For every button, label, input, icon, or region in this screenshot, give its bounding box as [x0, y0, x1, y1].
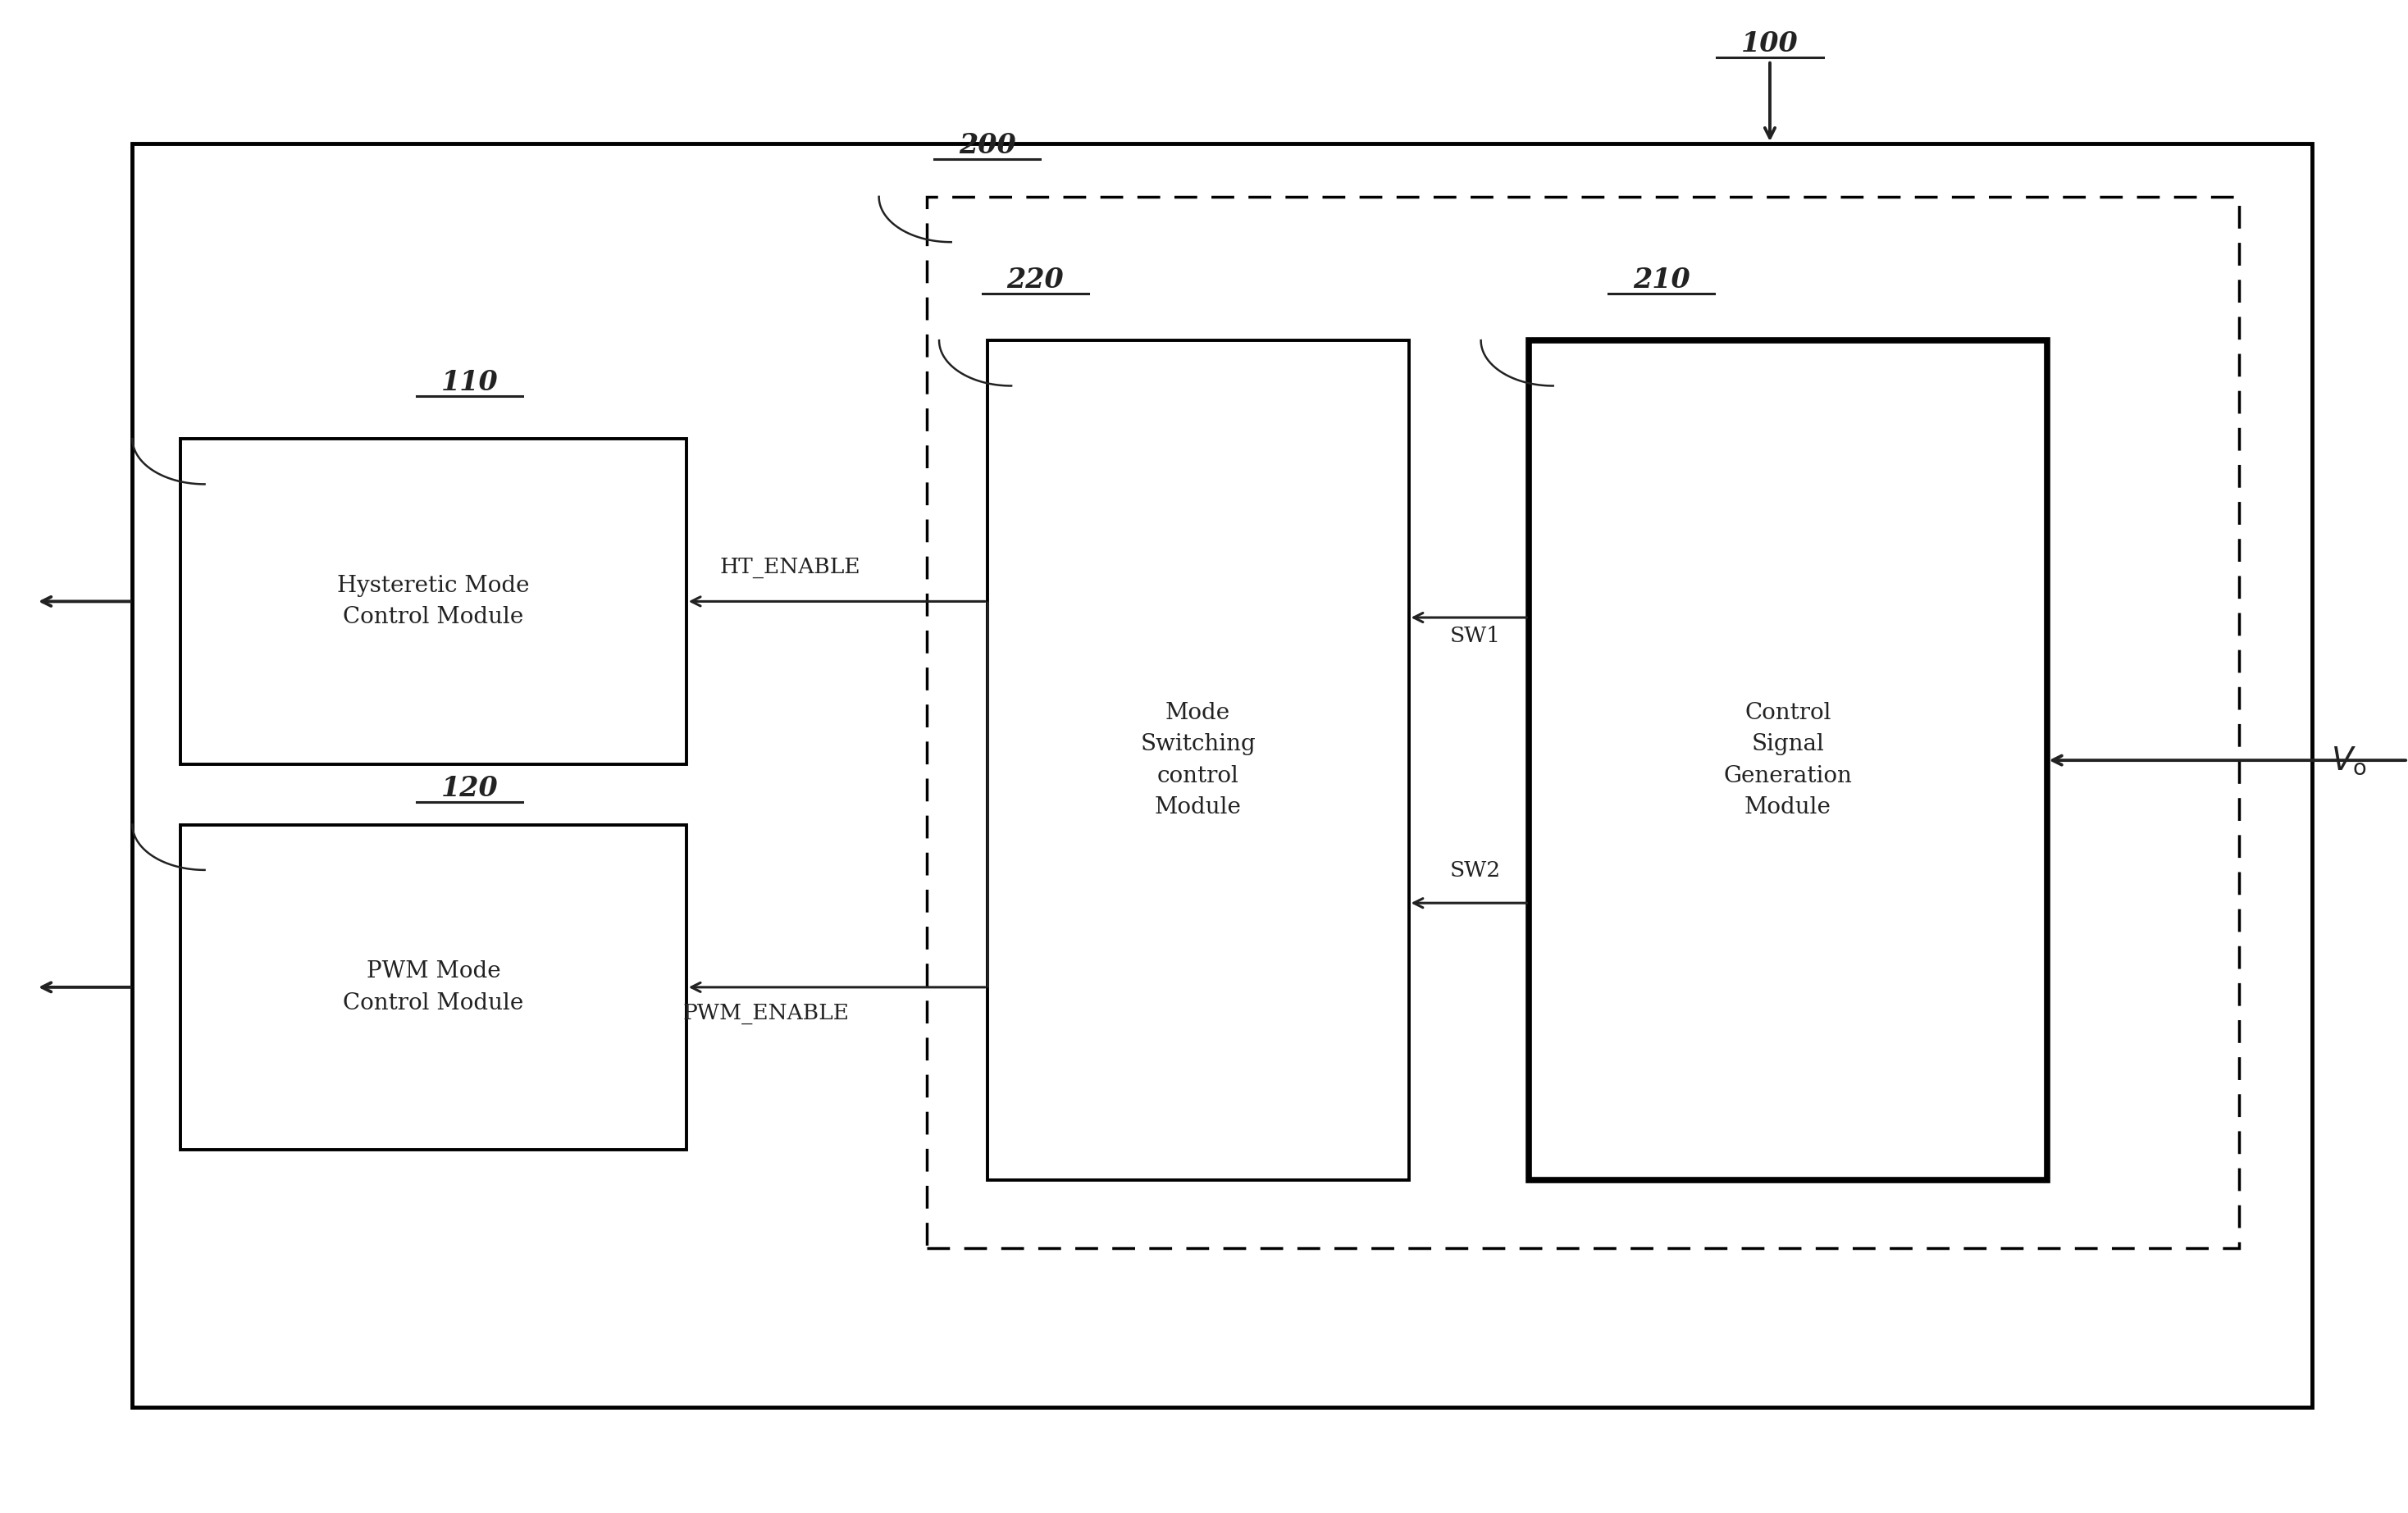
FancyBboxPatch shape: [181, 439, 686, 764]
Text: Hysteretic Mode
Control Module: Hysteretic Mode Control Module: [337, 575, 530, 628]
Text: 100: 100: [1741, 30, 1799, 57]
Text: SW2: SW2: [1450, 859, 1500, 881]
Text: SW1: SW1: [1450, 625, 1500, 646]
FancyBboxPatch shape: [987, 340, 1409, 1180]
Text: 110: 110: [441, 369, 498, 396]
FancyBboxPatch shape: [181, 825, 686, 1150]
Text: 120: 120: [441, 775, 498, 802]
FancyBboxPatch shape: [1529, 340, 2047, 1180]
Text: 220: 220: [1007, 266, 1064, 294]
Text: PWM_ENABLE: PWM_ENABLE: [681, 1003, 850, 1024]
FancyBboxPatch shape: [927, 197, 2239, 1248]
Text: $V_{\mathrm{o}}$: $V_{\mathrm{o}}$: [2331, 746, 2367, 776]
Text: 200: 200: [958, 132, 1016, 159]
FancyBboxPatch shape: [132, 144, 2312, 1407]
Text: Mode
Switching
control
Module: Mode Switching control Module: [1141, 702, 1255, 819]
Text: Control
Signal
Generation
Module: Control Signal Generation Module: [1724, 702, 1852, 819]
Text: PWM Mode
Control Module: PWM Mode Control Module: [342, 961, 525, 1014]
Text: 210: 210: [1633, 266, 1690, 294]
Text: HT_ENABLE: HT_ENABLE: [720, 557, 860, 578]
